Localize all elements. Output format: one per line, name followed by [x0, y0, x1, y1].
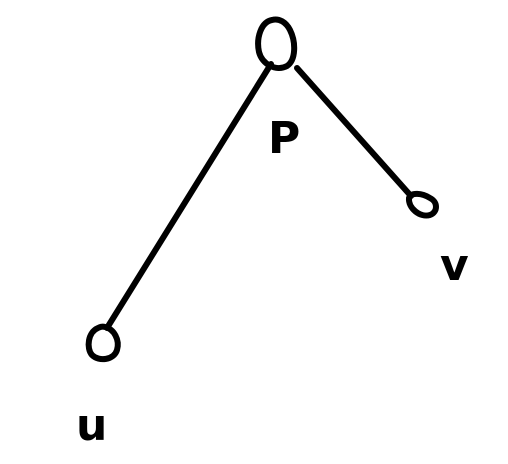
node-u-label: u	[76, 400, 107, 451]
node-v-label: v	[440, 240, 469, 291]
node-p-label: P	[268, 113, 300, 164]
node-u-circle	[85, 323, 121, 363]
edge-p-v	[294, 65, 414, 199]
edge-p-u	[104, 61, 274, 331]
node-p-circle	[255, 16, 298, 72]
node-v-circle	[406, 190, 439, 219]
